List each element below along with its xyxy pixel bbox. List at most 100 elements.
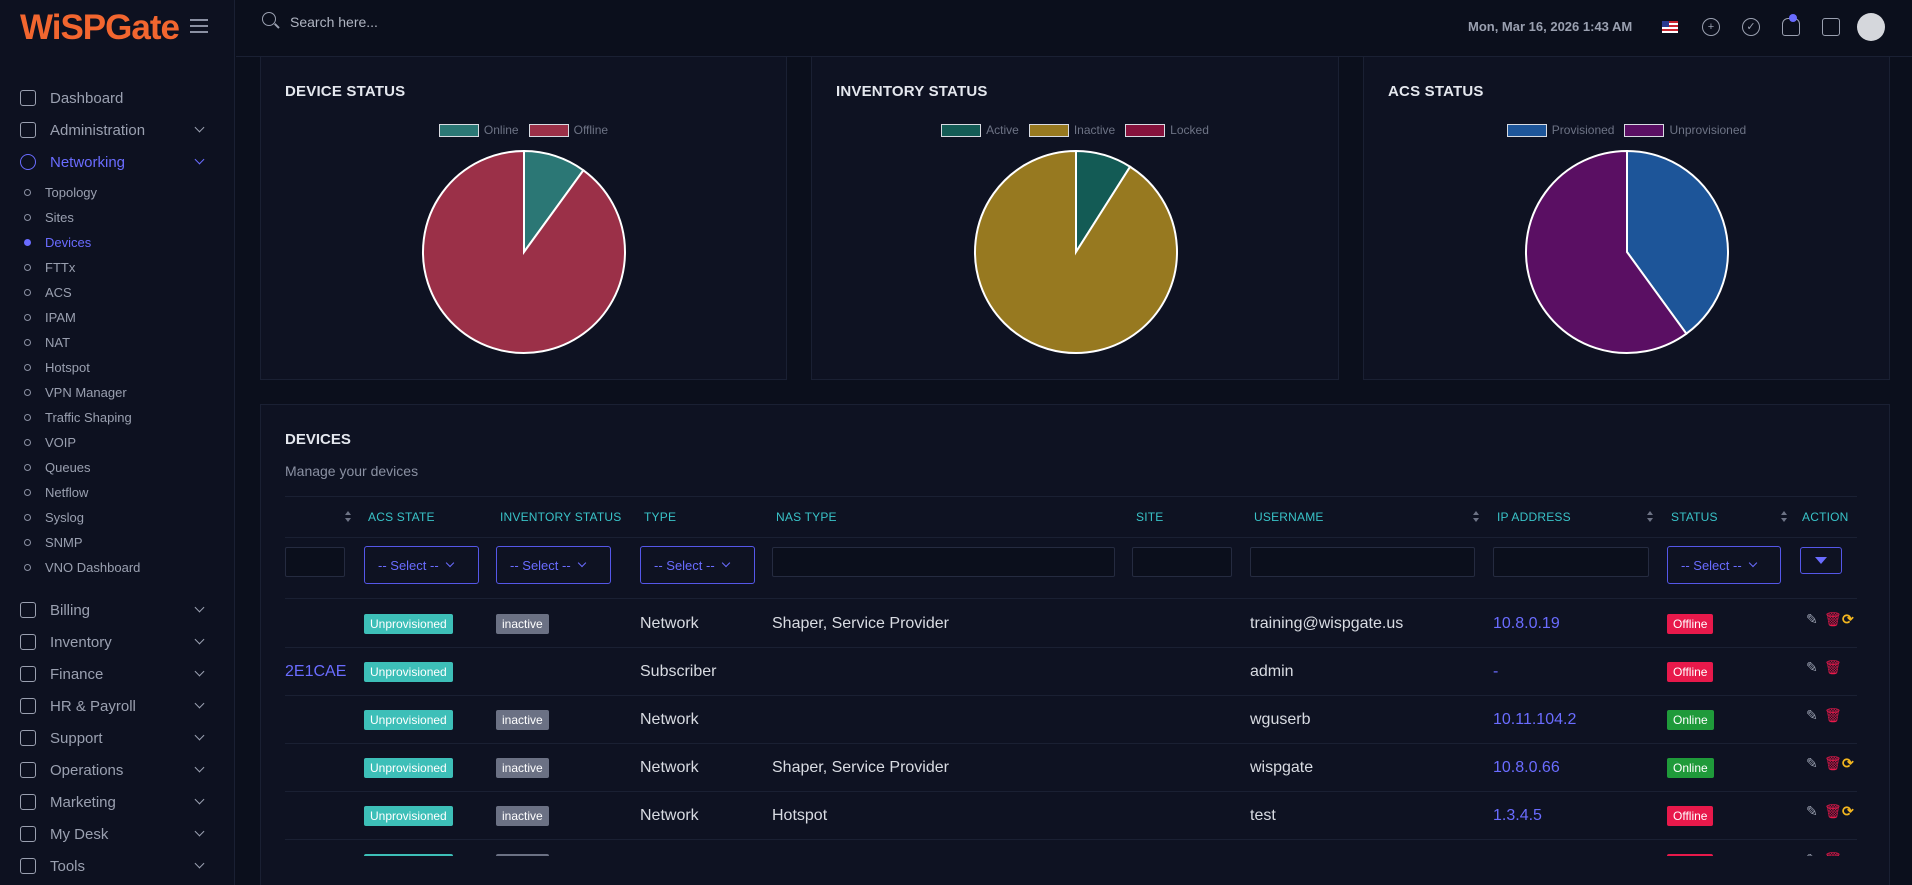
legend-item-online[interactable]: Online bbox=[438, 123, 519, 137]
sync-icon[interactable]: ⟳ bbox=[1842, 803, 1854, 819]
sidebar-subitem-voip[interactable]: VOIP bbox=[0, 430, 234, 455]
legend-item-unprovisioned[interactable]: Unprovisioned bbox=[1624, 123, 1746, 137]
col-header-status[interactable]: STATUS bbox=[1671, 510, 1718, 524]
sync-icon[interactable]: ⟳ bbox=[1842, 755, 1854, 771]
filter-inventory-status-select[interactable]: -- Select -- bbox=[496, 546, 611, 584]
col-header-inventory-status[interactable]: INVENTORY STATUS bbox=[500, 510, 622, 524]
menu-toggle-icon[interactable] bbox=[190, 19, 208, 33]
legend-item-offline[interactable]: Offline bbox=[528, 123, 608, 137]
edit-icon[interactable]: ✎ bbox=[1806, 611, 1818, 627]
sidebar-item-finance[interactable]: Finance bbox=[0, 658, 234, 690]
pie-slice-provisioned[interactable] bbox=[1626, 149, 1729, 336]
table-row[interactable]: Unprovisioned inactive Network Hotspot test 1… bbox=[285, 792, 1857, 840]
filter-nas-type-input[interactable] bbox=[772, 547, 1115, 577]
ip-address-link[interactable]: 10.11.104.2 bbox=[1493, 711, 1577, 728]
filter-ip-input[interactable] bbox=[1493, 547, 1649, 577]
ip-address-link[interactable]: - bbox=[1493, 663, 1499, 680]
edit-icon[interactable]: ✎ bbox=[1806, 659, 1818, 675]
legend-item-inactive[interactable]: Inactive bbox=[1028, 123, 1115, 137]
sidebar-item-marketing[interactable]: Marketing bbox=[0, 786, 234, 818]
table-row[interactable]: Unprovisioned inactive Network Shaper, Serv… bbox=[285, 744, 1857, 792]
edit-icon[interactable]: ✎ bbox=[1806, 803, 1818, 819]
col-header-ip-address[interactable]: IP ADDRESS bbox=[1497, 510, 1571, 524]
sidebar-item-my-desk[interactable]: My Desk bbox=[0, 818, 234, 850]
sidebar-subitem-syslog[interactable]: Syslog bbox=[0, 505, 234, 530]
sidebar-subitem-sites[interactable]: Sites bbox=[0, 205, 234, 230]
sidebar-item-billing[interactable]: Billing bbox=[0, 594, 234, 626]
edit-icon[interactable]: ✎ bbox=[1806, 852, 1820, 856]
sidebar-item-hr-payroll[interactable]: HR & Payroll bbox=[0, 690, 234, 722]
sidebar-subitem-topology[interactable]: Topology bbox=[0, 180, 234, 205]
filter-id-input[interactable] bbox=[285, 547, 345, 577]
trash-icon[interactable]: 🗑 bbox=[1824, 803, 1842, 819]
filter-button[interactable] bbox=[1800, 547, 1842, 574]
plus-circle-icon[interactable]: + bbox=[1702, 18, 1720, 36]
sort-icon[interactable] bbox=[345, 511, 352, 523]
sidebar-subitem-traffic-shaping[interactable]: Traffic Shaping bbox=[0, 405, 234, 430]
sidebar-item-operations[interactable]: Operations bbox=[0, 754, 234, 786]
table-row[interactable]: Unprovisioned inactive Network Shaper, Serv… bbox=[285, 600, 1857, 648]
search-icon[interactable] bbox=[262, 12, 276, 26]
sidebar-subitem-nat[interactable]: NAT bbox=[0, 330, 234, 355]
wrench-icon bbox=[20, 858, 36, 874]
sidebar-subitem-hotspot[interactable]: Hotspot bbox=[0, 355, 234, 380]
filter-site-input[interactable] bbox=[1132, 547, 1232, 577]
legend-item-locked[interactable]: Locked bbox=[1125, 123, 1209, 137]
col-header-username[interactable]: USERNAME bbox=[1254, 510, 1324, 524]
filter-type-select[interactable]: -- Select -- bbox=[640, 546, 755, 584]
device-id-link[interactable]: 2E1CAE bbox=[285, 663, 347, 680]
trash-icon[interactable]: 🗑 bbox=[1824, 611, 1842, 627]
sidebar-item-administration[interactable]: Administration bbox=[0, 114, 234, 146]
sort-icon[interactable] bbox=[1647, 511, 1654, 523]
sync-icon[interactable]: ⟳ bbox=[1842, 611, 1854, 627]
sidebar-subitem-snmp[interactable]: SNMP bbox=[0, 530, 234, 555]
sort-icon[interactable] bbox=[1473, 511, 1480, 523]
col-header-nas-type[interactable]: NAS TYPE bbox=[776, 510, 837, 524]
sidebar-subitem-vno-dashboard[interactable]: VNO Dashboard bbox=[0, 555, 234, 580]
pie-slice-inactive[interactable] bbox=[974, 149, 1178, 354]
ip-address-link[interactable]: 10.8.0.19 bbox=[1493, 615, 1560, 632]
col-header-site[interactable]: SITE bbox=[1136, 510, 1164, 524]
avatar[interactable] bbox=[1857, 13, 1885, 41]
legend-item-active[interactable]: Active bbox=[941, 123, 1019, 137]
sidebar-subitem-ipam[interactable]: IPAM bbox=[0, 305, 234, 330]
ip-address-link[interactable]: 10.8.0.66 bbox=[1493, 759, 1560, 776]
col-header-acs-state[interactable]: ACS STATE bbox=[368, 510, 435, 524]
trash-icon[interactable]: 🗑 bbox=[1824, 755, 1842, 771]
sidebar-subitem-fttx[interactable]: FTTx bbox=[0, 255, 234, 280]
legend-item-provisioned[interactable]: Provisioned bbox=[1506, 123, 1614, 137]
sidebar-item-tools[interactable]: Tools bbox=[0, 850, 234, 882]
table-row[interactable]: 2E1CAE Unprovisioned Subscriber admin - Offli… bbox=[285, 648, 1857, 696]
sidebar-item-networking[interactable]: Networking bbox=[0, 146, 234, 178]
sidebar-subitem-acs[interactable]: ACS bbox=[0, 280, 234, 305]
sidebar-item-dashboard[interactable]: Dashboard bbox=[0, 82, 234, 114]
sidebar-subitem-devices[interactable]: Devices bbox=[0, 230, 234, 255]
ip-address-link[interactable]: 192.168.1.1/24 bbox=[1493, 840, 1600, 856]
check-circle-icon[interactable]: ✓ bbox=[1742, 18, 1760, 36]
sidebar-item-support[interactable]: Support bbox=[0, 722, 234, 754]
col-header-type[interactable]: TYPE bbox=[644, 510, 677, 524]
pie-slice-unprovisioned[interactable] bbox=[1525, 149, 1688, 354]
table-row[interactable]: Unprovisioned inactive Network wguserb 10.11… bbox=[285, 696, 1857, 744]
us-flag-icon[interactable] bbox=[1662, 21, 1678, 33]
table-row[interactable]: Unprovisioned inactive Subscriber stepchano… bbox=[285, 840, 1857, 856]
edit-icon[interactable]: ✎ bbox=[1806, 707, 1818, 723]
logo[interactable]: WiSPGate bbox=[20, 8, 180, 47]
sidebar-subitem-vpn-manager[interactable]: VPN Manager bbox=[0, 380, 234, 405]
sidebar-subitem-netflow[interactable]: Netflow bbox=[0, 480, 234, 505]
search-input[interactable] bbox=[290, 10, 690, 34]
sidebar-subitem-queues[interactable]: Queues bbox=[0, 455, 234, 480]
trash-icon[interactable]: 🗑 bbox=[1824, 659, 1842, 675]
filter-username-input[interactable] bbox=[1250, 547, 1475, 577]
trash-icon[interactable]: 🗑 bbox=[1824, 707, 1842, 723]
filter-acs-state-select[interactable]: -- Select -- bbox=[364, 546, 479, 584]
filter-status-select[interactable]: -- Select -- bbox=[1667, 546, 1781, 584]
sort-icon[interactable] bbox=[1781, 511, 1788, 523]
ip-address-link[interactable]: 1.3.4.5 bbox=[1493, 807, 1542, 824]
calendar-icon[interactable] bbox=[1822, 18, 1840, 36]
trash-icon[interactable]: 🗑 bbox=[1824, 852, 1842, 856]
pie-slice-offline[interactable] bbox=[422, 149, 626, 354]
sidebar-item-inventory[interactable]: Inventory bbox=[0, 626, 234, 658]
edit-icon[interactable]: ✎ bbox=[1806, 755, 1818, 771]
